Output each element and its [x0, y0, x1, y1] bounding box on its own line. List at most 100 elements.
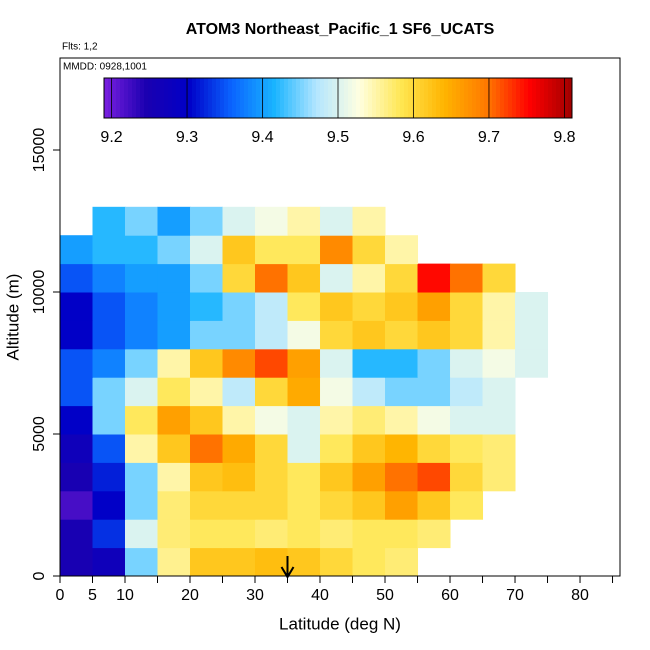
colorbar-swatch	[344, 78, 349, 118]
cell	[482, 292, 516, 321]
cell	[352, 263, 386, 293]
cell	[450, 490, 484, 520]
colorbar-swatch	[536, 78, 541, 118]
colorbar-swatch	[528, 78, 533, 118]
colorbar-swatch	[184, 78, 189, 118]
colorbar-swatch	[192, 78, 197, 118]
colorbar-swatch	[280, 78, 285, 118]
colorbar-swatch	[548, 78, 553, 118]
cell	[287, 377, 321, 407]
colorbar-swatch	[432, 78, 437, 118]
cell	[352, 519, 386, 549]
cell	[352, 292, 386, 321]
cell	[482, 462, 516, 492]
cell	[385, 405, 419, 435]
colorbar-swatch	[248, 78, 253, 118]
colorbar-swatch	[356, 78, 361, 118]
cell	[255, 434, 289, 463]
cell	[222, 547, 256, 577]
colorbar-swatch	[252, 78, 257, 118]
cell	[222, 292, 256, 321]
cell	[60, 490, 94, 520]
cell	[60, 405, 94, 435]
cell	[157, 462, 191, 492]
x-tick-label: 70	[506, 587, 524, 604]
cell	[125, 320, 159, 350]
colorbar-swatch	[384, 78, 389, 118]
cell	[417, 348, 451, 378]
cell	[320, 434, 354, 463]
colorbar-swatch	[128, 78, 133, 118]
cell	[125, 547, 159, 577]
cell	[287, 292, 321, 321]
cell	[92, 377, 126, 407]
cell	[92, 320, 126, 350]
colorbar-swatch	[440, 78, 445, 118]
cell	[255, 462, 289, 492]
cell	[352, 547, 386, 577]
cell	[255, 320, 289, 350]
colorbar-swatch	[316, 78, 321, 118]
cell	[190, 405, 224, 435]
arrow	[280, 556, 295, 579]
cell	[320, 206, 354, 236]
cell	[157, 519, 191, 549]
colorbar-swatch	[340, 78, 345, 118]
cell	[60, 235, 94, 265]
cell	[515, 348, 549, 378]
cell	[255, 348, 289, 378]
colorbar-swatch	[292, 78, 297, 118]
cell	[255, 490, 289, 520]
cell	[157, 235, 191, 265]
cell	[125, 462, 159, 492]
y-axis-label: Altitude (m)	[3, 274, 22, 361]
x-tick-label: 0	[56, 587, 65, 604]
cell	[287, 320, 321, 350]
cell	[157, 320, 191, 350]
cell	[255, 519, 289, 549]
cell	[287, 235, 321, 265]
cell	[157, 206, 191, 236]
colorbar-swatch	[512, 78, 517, 118]
x-tick-label: 5	[88, 587, 97, 604]
cell	[255, 547, 289, 577]
colorbar-swatch	[496, 78, 501, 118]
colorbar-swatch	[200, 78, 205, 118]
colorbar-swatch	[468, 78, 473, 118]
cell	[450, 320, 484, 350]
cell	[190, 434, 224, 463]
colorbar-swatch	[112, 78, 117, 118]
cell	[287, 547, 321, 577]
cell	[255, 405, 289, 435]
colorbar-swatch	[556, 78, 561, 118]
cell	[157, 377, 191, 407]
cell	[255, 206, 289, 236]
cell	[157, 348, 191, 378]
cell	[157, 434, 191, 463]
cell	[515, 320, 549, 350]
colorbar-tick-label: 9.8	[553, 129, 575, 146]
cell	[222, 206, 256, 236]
cell	[255, 377, 289, 407]
cell	[92, 519, 126, 549]
colorbar: 9.2 9.3 9.4 9.5 9.6 9.7 9.8	[100, 77, 576, 146]
colorbar-swatch	[288, 78, 293, 118]
cell	[255, 235, 289, 265]
cell	[287, 206, 321, 236]
colorbar-swatch	[296, 78, 301, 118]
cell	[287, 519, 321, 549]
cell	[515, 292, 549, 321]
cell	[385, 348, 419, 378]
colorbar-swatch	[224, 78, 229, 118]
cell	[125, 405, 159, 435]
colorbar-swatch	[436, 78, 441, 118]
cell	[60, 462, 94, 492]
cell	[287, 263, 321, 293]
cell	[157, 490, 191, 520]
cell	[92, 434, 126, 463]
colorbar-swatch	[116, 78, 121, 118]
cell	[222, 434, 256, 463]
colorbar-swatch	[504, 78, 509, 118]
x-tick-label: 10	[116, 587, 134, 604]
